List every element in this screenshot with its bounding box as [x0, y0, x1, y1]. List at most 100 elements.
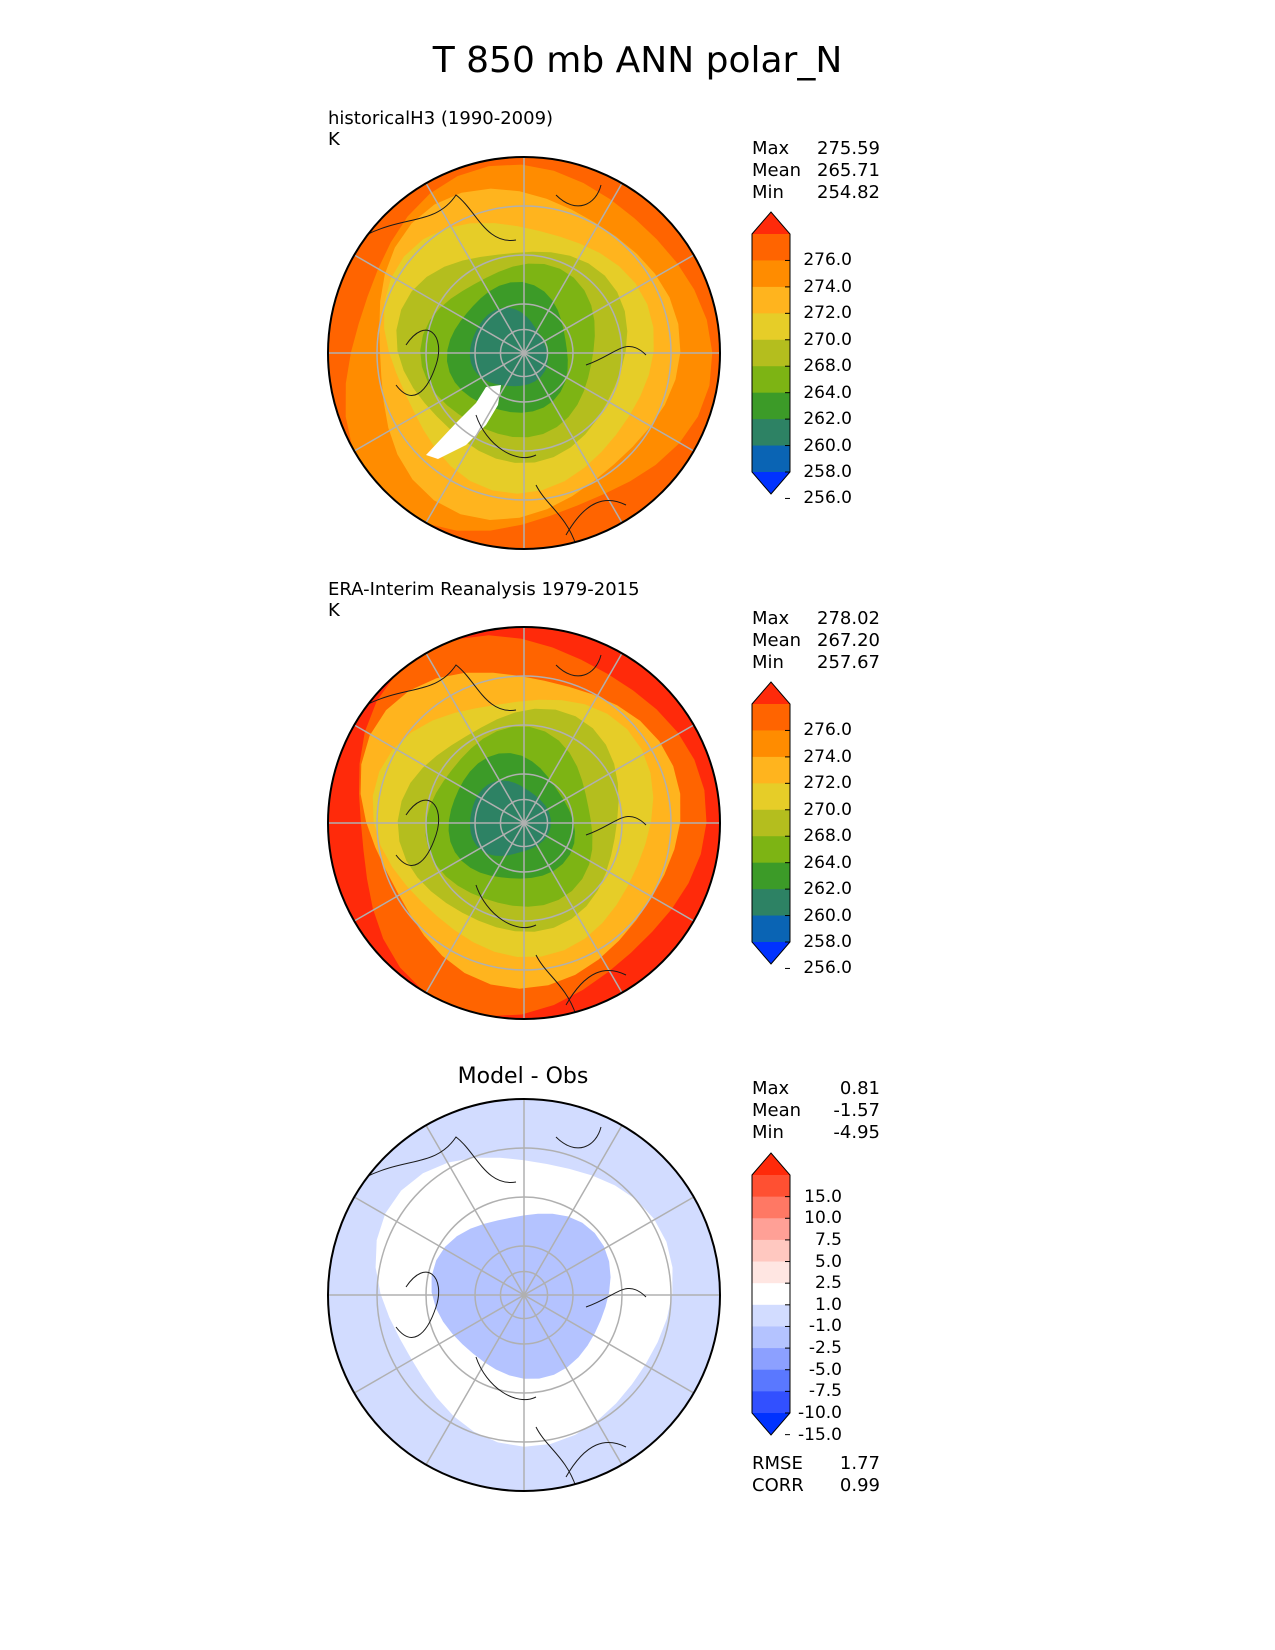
- stat-value: 254.82: [817, 182, 880, 203]
- colorbar-tick-label: 276.0: [803, 720, 852, 741]
- stat-label: Min: [752, 652, 784, 673]
- colorbar-segment: [752, 1369, 790, 1392]
- colorbar-segment: [752, 1326, 790, 1349]
- colorbar-tick-label: -10.0: [798, 1403, 842, 1423]
- missing-data-region: [426, 385, 501, 459]
- panel-diff-stats: Max 0.81 Mean -1.57 Min -4.95: [752, 1078, 880, 1144]
- stat-value: 267.20: [817, 630, 880, 651]
- colorbar-tick-label: 270.0: [803, 799, 852, 820]
- stat-max-row: Max 0.81: [752, 1078, 880, 1100]
- panel-diff-metrics: RMSE 1.77 CORR 0.99: [752, 1453, 880, 1497]
- panel-reference-stats: Max 278.02 Mean 267.20 Min 257.67: [752, 608, 880, 674]
- stat-mean-row: Mean 267.20: [752, 630, 880, 652]
- colorbar-segment: [752, 915, 790, 943]
- colorbar-tick-label: 5.0: [814, 1251, 842, 1272]
- stat-value: 278.02: [817, 608, 880, 629]
- coastline: [365, 1136, 517, 1183]
- colorbar-segment: [752, 756, 790, 784]
- colorbar-tick-label: 262.0: [803, 409, 852, 430]
- panel-diff-map: [327, 1098, 721, 1492]
- map-boundary: [327, 156, 721, 550]
- colorbar-segment: [752, 809, 790, 837]
- map-field: [328, 157, 720, 549]
- colorbar-tick-label: 10.0: [804, 1208, 842, 1229]
- colorbar-tick-label: 264.0: [803, 852, 852, 873]
- coastline: [555, 654, 602, 677]
- coastline: [395, 1271, 440, 1338]
- panel-test-title: historicalH3 (1990-2009) K: [328, 108, 553, 150]
- colorbar-tick-label: 262.0: [803, 879, 852, 900]
- colorbar-segment: [752, 730, 790, 758]
- stat-label: Min: [752, 1122, 784, 1143]
- colorbar-extend-min: [752, 1413, 790, 1435]
- colorbar-tick-label: 274.0: [803, 746, 852, 767]
- colorbar-tick-label: 256.0: [803, 488, 852, 509]
- colorbar-tick-label: -1.0: [808, 1316, 842, 1337]
- colorbar-segment: [752, 339, 790, 367]
- colorbar-tick-label: 268.0: [803, 826, 852, 847]
- colorbar-tick-label: 260.0: [803, 905, 852, 926]
- panel-test-units: K: [328, 129, 340, 150]
- figure-title: T 850 mb ANN polar_N: [432, 40, 843, 81]
- colorbar-segment: [752, 836, 790, 864]
- coastline: [365, 664, 517, 711]
- meridian-line: [353, 254, 695, 452]
- colorbar-segment: [752, 1348, 790, 1371]
- panel-diff-colorbar-ticks: 15.0 10.0 7.5 5.0 2.5 1.0 -1.0 -2.5 -5.0 -7.5 -10.…: [790, 1153, 842, 1445]
- colorbar-segment: [752, 1218, 790, 1241]
- stat-label: Mean: [752, 1100, 802, 1121]
- colorbar-tick-label: -5.0: [808, 1359, 842, 1380]
- colorbar-extend-max: [752, 212, 790, 234]
- coastline: [475, 414, 537, 459]
- colorbar-tick-label: 258.0: [803, 462, 852, 482]
- coastline: [395, 329, 440, 396]
- map-field-band: [469, 307, 548, 387]
- coastline: [585, 345, 647, 366]
- colorbar-tick-label: 276.0: [803, 250, 852, 271]
- stat-min-row: Min 257.67: [752, 652, 880, 674]
- stat-min-row: Min -4.95: [752, 1122, 880, 1144]
- colorbar-segment: [752, 392, 790, 420]
- colorbar-tick-label: 1.0: [814, 1294, 842, 1315]
- colorbar-segment: [752, 1196, 790, 1219]
- stat-value: 257.67: [817, 652, 880, 673]
- stat-mean-row: Mean -1.57: [752, 1100, 880, 1122]
- panel-reference-colorbar: [751, 681, 791, 969]
- coastline: [565, 1441, 627, 1478]
- stat-label: Max: [752, 608, 790, 629]
- stat-value: 0.81: [839, 1078, 880, 1099]
- colorbar-tick-label: 258.0: [803, 932, 852, 952]
- colorbar-tick-label: 268.0: [803, 356, 852, 377]
- colorbar-segment: [752, 419, 790, 447]
- colorbar-tick-label: 15.0: [804, 1186, 842, 1207]
- colorbar-segment: [752, 313, 790, 341]
- panel-test-title-line1: historicalH3 (1990-2009): [328, 108, 554, 129]
- metric-label: CORR: [752, 1475, 804, 1496]
- colorbar-segment: [752, 704, 790, 731]
- metric-corr-row: CORR 0.99: [752, 1475, 880, 1497]
- colorbar-segment: [752, 783, 790, 811]
- colorbar-segment: [752, 1261, 790, 1284]
- colorbar-segment: [752, 1175, 790, 1198]
- panel-reference-colorbar-ticks: 276.0 274.0 272.0 270.0 268.0 264.0 262.0 260.0…: [790, 682, 852, 978]
- stat-label: Min: [752, 182, 784, 203]
- stat-label: Mean: [752, 630, 802, 651]
- stat-max-row: Max 278.02: [752, 608, 880, 630]
- meridian-line: [353, 724, 695, 922]
- stat-label: Max: [752, 138, 790, 159]
- colorbar-segment: [752, 862, 790, 890]
- map-field: [328, 1099, 720, 1491]
- coastline: [565, 499, 627, 536]
- panel-test-colorbar-ticks: 276.0 274.0 272.0 270.0 268.0 264.0 262.0 260.0…: [790, 212, 852, 508]
- coastline: [535, 954, 577, 1016]
- meridian-line: [353, 1196, 695, 1394]
- stat-value: -1.57: [833, 1100, 880, 1121]
- panel-reference-title: ERA-Interim Reanalysis 1979-2015 K: [328, 579, 640, 621]
- panel-reference-title-line1: ERA-Interim Reanalysis 1979-2015: [328, 579, 640, 600]
- coastline: [555, 184, 602, 207]
- stat-label: Max: [752, 1078, 790, 1099]
- colorbar-tick-label: 2.5: [814, 1273, 842, 1294]
- coastline: [535, 1426, 577, 1488]
- stat-max-row: Max 275.59: [752, 138, 880, 160]
- panel-test-colorbar: [751, 211, 791, 499]
